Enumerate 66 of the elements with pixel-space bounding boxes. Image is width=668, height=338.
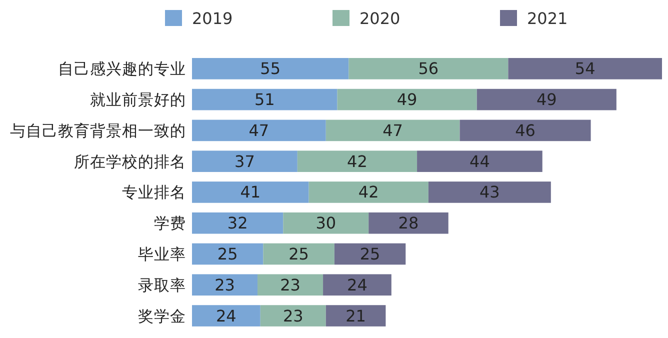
- bar: [192, 150, 298, 172]
- bar: [258, 274, 324, 296]
- data-label: 32: [227, 214, 248, 233]
- data-label: 56: [418, 59, 439, 78]
- y-tick-label: 与自己教育背景相一致的: [10, 122, 186, 140]
- data-label: 24: [216, 306, 236, 326]
- data-label: 23: [282, 306, 304, 326]
- bar: [368, 212, 448, 234]
- bar: [323, 274, 392, 296]
- bar: [337, 88, 477, 110]
- bar: [260, 305, 326, 326]
- data-label: 30: [316, 214, 336, 233]
- data-label: 41: [240, 182, 261, 202]
- legend-label: 2020: [360, 9, 400, 28]
- bar: [263, 243, 334, 265]
- data-label: 24: [347, 275, 368, 294]
- bar: [334, 243, 406, 265]
- y-tick-label: 专业排名: [122, 184, 186, 202]
- data-label: 49: [536, 90, 557, 110]
- data-label: 21: [346, 306, 366, 326]
- bar: [192, 243, 264, 265]
- data-label: 42: [347, 152, 368, 171]
- bar: [326, 120, 460, 142]
- bar: [192, 58, 349, 80]
- bar: [417, 150, 542, 172]
- legend-label: 2021: [527, 9, 568, 28]
- y-tick-label: 自己感兴趣的专业: [58, 60, 186, 78]
- legend-label: 2019: [192, 9, 233, 28]
- data-label: 47: [382, 120, 403, 140]
- y-tick-label: 学费: [154, 214, 186, 233]
- bar: [297, 150, 418, 172]
- y-tick-label: 所在学校的排名: [74, 152, 186, 171]
- data-label: 42: [358, 182, 379, 202]
- data-label: 25: [288, 244, 309, 264]
- data-label: 25: [360, 244, 380, 264]
- data-label: 28: [398, 214, 419, 233]
- data-label: 37: [234, 152, 255, 171]
- data-label: 46: [515, 120, 536, 140]
- bar: [192, 274, 258, 296]
- y-tick-label: 就业前景好的: [90, 91, 186, 110]
- bar: [192, 88, 338, 110]
- data-label: 25: [217, 244, 238, 264]
- bar: [192, 212, 284, 234]
- y-tick-label: 录取率: [138, 276, 186, 294]
- bar: [192, 182, 309, 203]
- data-label: 51: [254, 90, 275, 110]
- data-label: 43: [479, 182, 500, 202]
- data-label: 49: [396, 90, 418, 110]
- data-label: 23: [280, 275, 300, 294]
- data-label: 54: [574, 59, 596, 78]
- bar: [348, 58, 508, 80]
- data-label: 44: [470, 152, 490, 171]
- bar: [508, 58, 662, 80]
- data-label: 55: [260, 59, 281, 78]
- data-label: 47: [248, 120, 270, 140]
- bar: [283, 212, 369, 234]
- bar: [192, 120, 326, 142]
- y-tick-label: 毕业率: [138, 245, 186, 264]
- bar: [308, 182, 428, 203]
- bar: [460, 120, 591, 142]
- y-tick-label: 奖学金: [138, 307, 186, 326]
- bar: [192, 305, 260, 326]
- bar: [428, 182, 551, 203]
- bar: [476, 88, 616, 110]
- data-label: 23: [214, 275, 235, 294]
- bar: [326, 305, 386, 326]
